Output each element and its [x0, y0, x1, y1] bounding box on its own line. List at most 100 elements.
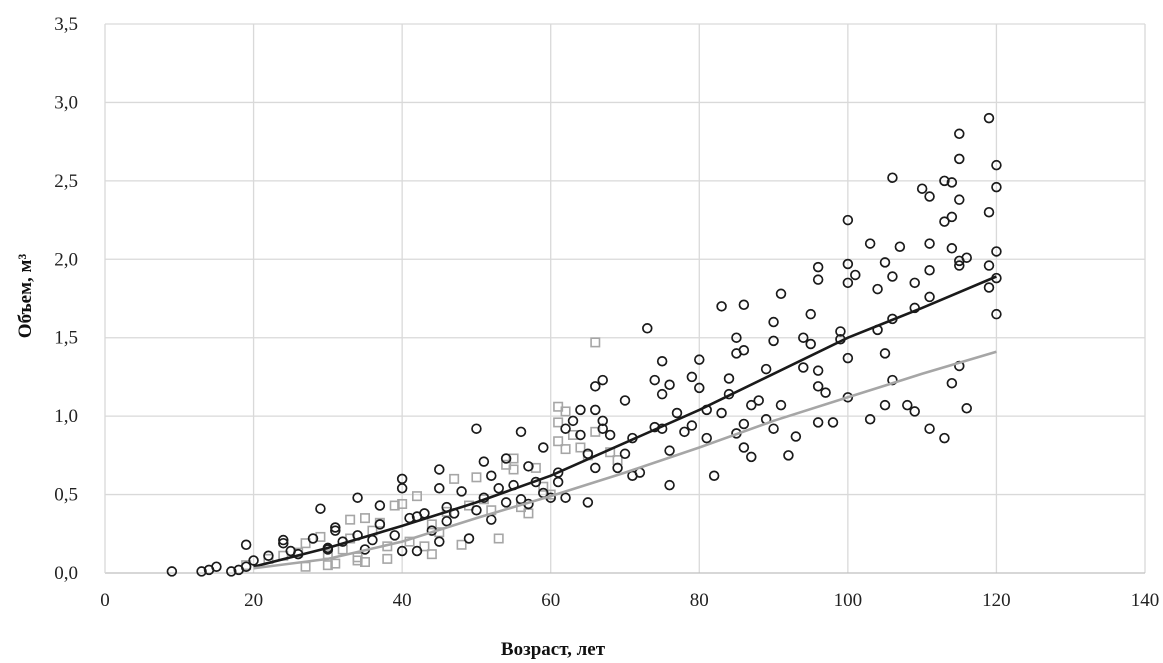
- trendline: [253, 275, 997, 568]
- x-tick-label: 140: [1131, 590, 1160, 611]
- data-point-circle: [872, 283, 883, 295]
- data-point-circle: [612, 462, 623, 474]
- trendlines: [253, 275, 997, 570]
- data-point-circle: [842, 277, 854, 289]
- data-point-square: [560, 406, 571, 417]
- data-point-circle: [419, 508, 430, 519]
- data-point-circle: [991, 159, 1002, 171]
- data-point-square: [449, 473, 460, 484]
- data-point-square: [345, 514, 356, 525]
- y-tick-label: 1,5: [54, 328, 78, 349]
- data-point-square: [508, 453, 519, 464]
- y-tick-label: 1,0: [54, 406, 78, 427]
- data-point-circle: [835, 326, 846, 337]
- data-point-square: [330, 558, 341, 569]
- tick-labels: 0 20 40 60 80 100 120 140 0,0 0,5 1,0 1,5 2,0 2,5 3,0 3…: [54, 14, 1159, 611]
- data-point-circle: [307, 533, 319, 544]
- data-point-circle: [946, 377, 958, 389]
- data-point-circle: [924, 265, 935, 276]
- data-point-circle: [894, 241, 906, 252]
- x-tick-label: 80: [690, 590, 709, 611]
- data-point-circle: [389, 530, 400, 541]
- data-point-circle: [812, 381, 824, 392]
- y-tick-label: 0,0: [54, 563, 78, 584]
- data-point-circle: [961, 403, 972, 414]
- data-point-circle: [954, 194, 965, 205]
- data-point-circle: [240, 539, 252, 551]
- data-point-circle: [649, 374, 660, 386]
- data-point-circle: [671, 407, 683, 419]
- data-point-circle: [396, 483, 408, 494]
- data-point-circle: [619, 448, 631, 460]
- data-point-circle: [738, 418, 750, 430]
- data-points: [166, 112, 1002, 577]
- data-point-circle: [916, 183, 928, 194]
- data-point-circle: [330, 522, 341, 533]
- data-point-circle: [909, 277, 920, 289]
- data-point-circle: [983, 112, 995, 124]
- data-point-circle: [768, 423, 779, 434]
- data-point-circle: [500, 497, 512, 508]
- data-point-circle: [902, 399, 913, 411]
- data-point-square: [493, 533, 504, 544]
- data-point-circle: [991, 308, 1002, 320]
- data-point-circle: [760, 363, 772, 375]
- data-point-circle: [330, 525, 341, 536]
- data-point-circle: [864, 238, 876, 249]
- trendline: [253, 350, 997, 570]
- data-point-circle: [946, 211, 958, 223]
- data-point-circle: [924, 191, 935, 202]
- data-point-square: [359, 513, 370, 524]
- data-point-square: [426, 549, 437, 560]
- x-tick-label: 120: [982, 590, 1011, 611]
- data-point-circle: [983, 260, 995, 271]
- x-tick-label: 0: [100, 590, 110, 611]
- data-point-circle: [196, 566, 207, 577]
- data-point-circle: [991, 246, 1002, 257]
- data-point-circle: [924, 238, 935, 249]
- data-point-circle: [775, 399, 787, 411]
- data-point-circle: [486, 514, 497, 525]
- data-point-square: [315, 531, 326, 542]
- data-point-circle: [842, 392, 854, 403]
- data-point-circle: [478, 456, 490, 467]
- data-point-circle: [812, 261, 824, 273]
- data-point-circle: [738, 299, 750, 311]
- data-point-circle: [575, 429, 586, 441]
- data-point-circle: [954, 128, 965, 140]
- data-point-circle: [954, 153, 965, 165]
- data-point-circle: [582, 497, 594, 508]
- data-point-circle: [471, 423, 482, 434]
- data-point-circle: [278, 534, 289, 546]
- data-point-circle: [656, 355, 668, 367]
- data-point-circle: [590, 462, 601, 474]
- data-point-square: [590, 337, 601, 348]
- data-point-circle: [471, 505, 482, 516]
- data-point-circle: [434, 483, 445, 494]
- data-point-circle: [315, 503, 326, 514]
- data-point-circle: [879, 257, 891, 268]
- data-point-circle: [463, 533, 475, 544]
- data-point-circle: [812, 417, 824, 428]
- data-point-square: [538, 481, 549, 492]
- data-point-circle: [753, 395, 764, 406]
- data-point-square: [553, 417, 564, 428]
- data-point-circle: [240, 561, 252, 572]
- data-point-circle: [716, 407, 727, 419]
- y-tick-label: 3,0: [54, 92, 78, 113]
- data-point-circle: [983, 282, 995, 293]
- x-tick-label: 100: [834, 590, 863, 611]
- data-point-circle: [827, 417, 839, 428]
- x-tick-label: 60: [541, 590, 560, 611]
- data-point-circle: [864, 414, 876, 425]
- data-point-square: [359, 557, 370, 568]
- data-point-circle: [820, 387, 831, 398]
- data-point-square: [426, 519, 437, 530]
- data-point-circle: [278, 537, 289, 549]
- data-point-square: [300, 538, 311, 549]
- data-point-circle: [783, 450, 794, 461]
- data-point-circle: [946, 177, 958, 188]
- data-point-circle: [560, 492, 571, 503]
- data-point-circle: [664, 379, 675, 391]
- data-point-square: [560, 444, 571, 455]
